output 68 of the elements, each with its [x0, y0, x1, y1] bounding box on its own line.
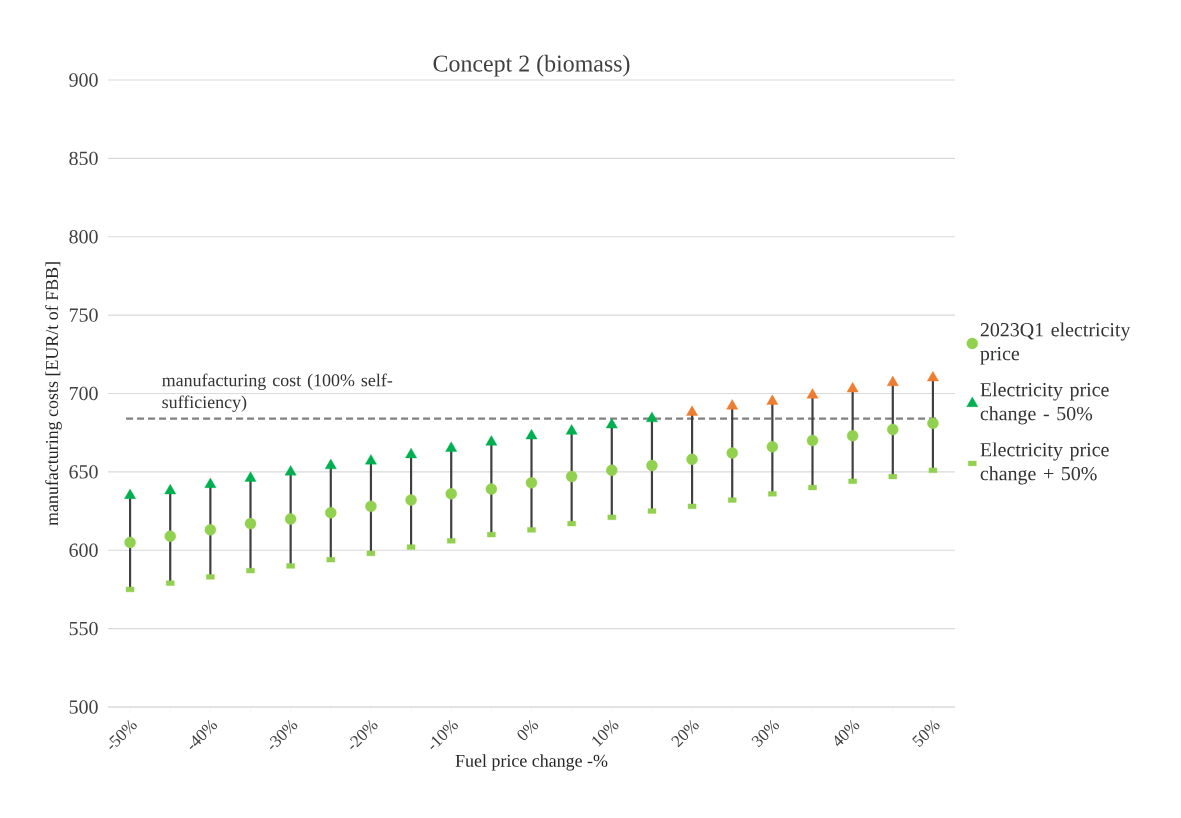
point: [927, 371, 939, 382]
point: [325, 506, 337, 519]
point: [565, 424, 578, 435]
x-tick-label: 0%: [517, 719, 539, 741]
point: [487, 531, 496, 538]
point: [766, 441, 779, 453]
x-axis-title: Fuel price change -%: [455, 754, 608, 771]
point: [485, 483, 498, 495]
y-tick-label: 700: [69, 386, 98, 401]
point: [124, 536, 136, 549]
point: [164, 530, 176, 542]
point: [887, 423, 899, 436]
point: [284, 513, 297, 525]
x-tick-label: 20%: [671, 719, 699, 748]
point: [565, 470, 578, 483]
point: [124, 488, 136, 499]
legend-label: Electricity price change - 50%: [980, 382, 1109, 425]
point: [204, 524, 217, 536]
y-tick-label: 800: [69, 230, 98, 244]
point: [806, 388, 819, 399]
point: [888, 473, 897, 480]
y-tick-label: 900: [69, 73, 98, 87]
ref-line-label: manufacturing cost (100% self-sufficiency): [162, 373, 393, 412]
point: [244, 517, 257, 530]
point: [605, 418, 618, 429]
point: [846, 430, 859, 442]
point: [125, 586, 135, 593]
point: [284, 465, 297, 476]
point: [927, 417, 939, 429]
point: [244, 471, 257, 482]
y-axis-title: manufacturing costs [EUR/t of FBB]: [45, 262, 62, 526]
point: [405, 447, 417, 459]
point: [445, 488, 457, 500]
y-tick-label: 850: [69, 151, 98, 166]
point: [365, 454, 377, 465]
point: [686, 453, 698, 466]
point: [646, 459, 658, 472]
point: [324, 458, 337, 470]
x-tick-label: 40%: [834, 719, 860, 746]
point: [525, 429, 538, 440]
point: [445, 441, 458, 452]
point: [606, 464, 618, 476]
point: [806, 434, 819, 447]
point: [766, 394, 779, 405]
point: [525, 477, 538, 489]
point: [405, 494, 417, 506]
y-tick-label: 650: [69, 465, 98, 479]
point: [808, 484, 817, 491]
point: [686, 405, 698, 416]
point: [726, 399, 739, 410]
point: [726, 447, 738, 459]
legend-label: 2023Q1 electricity price: [980, 322, 1131, 365]
y-tick-label: 750: [69, 308, 98, 322]
x-tick-label: 10%: [592, 719, 619, 747]
point: [886, 375, 899, 386]
legend-label: Electricity price change + 50%: [980, 442, 1109, 485]
point: [204, 477, 217, 488]
point: [485, 435, 498, 446]
y-tick-label: 500: [69, 700, 98, 714]
chart-title: Concept 2 (biomass): [433, 54, 630, 77]
point: [164, 483, 177, 495]
point: [646, 411, 658, 423]
point: [365, 500, 377, 513]
y-tick-label: 550: [69, 621, 98, 636]
point: [846, 382, 859, 393]
x-tick-label: 30%: [751, 719, 780, 748]
y-tick-label: 600: [69, 543, 98, 557]
x-tick-label: 50%: [912, 719, 940, 747]
